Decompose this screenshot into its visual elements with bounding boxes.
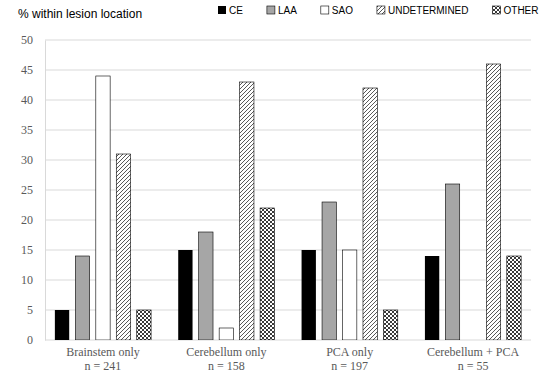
y-tick: 25: [21, 183, 45, 197]
bar: [343, 250, 357, 340]
y-tick-label: 25: [21, 183, 33, 197]
y-tick-label: 5: [27, 303, 33, 317]
y-tick-label: 35: [21, 123, 33, 137]
x-tick-label-line: n = 55: [458, 359, 489, 373]
y-tick: 50: [21, 33, 45, 47]
y-tick: 20: [21, 213, 45, 227]
x-axis: Brainstem onlyn = 241Cerebellum onlyn = …: [66, 345, 519, 373]
grid-line: [45, 100, 531, 101]
bar-series: [116, 64, 500, 340]
y-tick: 45: [21, 63, 45, 77]
bar: [486, 64, 500, 340]
grid-line: [45, 70, 531, 71]
bar-series: [137, 208, 521, 340]
legend-label: CE: [229, 5, 243, 16]
bar: [363, 88, 377, 340]
x-tick-label-line: Brainstem only: [66, 345, 140, 359]
legend-label: OTHER: [504, 5, 539, 16]
bar: [445, 184, 459, 340]
bar: [466, 340, 480, 341]
legend-swatch: [267, 6, 275, 14]
y-tick: 35: [21, 123, 45, 137]
legend-swatch: [218, 6, 226, 14]
bar: [137, 310, 151, 340]
bar: [240, 82, 254, 340]
bars: [55, 64, 521, 340]
y-tick-label: 0: [27, 333, 33, 347]
legend-item: LAA: [267, 5, 297, 16]
legend-swatch: [321, 6, 329, 14]
legend: CE LAA SAO UNDETERMINED OTHER: [218, 5, 539, 16]
grid: [45, 40, 531, 340]
bar-series: [96, 76, 357, 340]
bar: [507, 256, 521, 340]
bar-series: [75, 184, 459, 340]
legend-swatch: [493, 6, 501, 14]
x-tick-label: Cerebellum onlyn = 158: [186, 345, 266, 373]
legend-item: UNDETERMINED: [377, 5, 469, 16]
y-tick: 15: [21, 243, 45, 257]
x-tick-label: PCA onlyn = 197: [326, 345, 373, 373]
bar: [178, 250, 192, 340]
bar: [219, 328, 233, 340]
bar: [425, 256, 439, 340]
y-tick-label: 20: [21, 213, 33, 227]
x-tick-label-line: n = 197: [331, 359, 368, 373]
y-tick: 30: [21, 153, 45, 167]
x-tick-label-line: n = 158: [208, 359, 245, 373]
bar: [383, 310, 397, 340]
x-tick-label-line: n = 241: [85, 359, 122, 373]
y-tick: 5: [27, 303, 45, 317]
x-tick-label: Cerebellum + PCAn = 55: [427, 345, 519, 373]
y-axis: 0 5 10 15 20 25 30 35 40 45 50: [21, 33, 46, 347]
legend-item: OTHER: [493, 5, 539, 16]
legend-swatch: [377, 6, 385, 14]
grid-line: [45, 130, 531, 131]
y-tick-label: 30: [21, 153, 33, 167]
y-tick: 40: [21, 93, 45, 107]
bar: [75, 256, 89, 340]
legend-label: SAO: [332, 5, 353, 16]
bar: [199, 232, 213, 340]
bar: [302, 250, 316, 340]
grid-line: [45, 40, 531, 41]
bar: [322, 202, 336, 340]
bar: [55, 310, 69, 340]
y-tick-label: 45: [21, 63, 33, 77]
legend-item: CE: [218, 5, 243, 16]
y-tick-label: 50: [21, 33, 33, 47]
x-tick-label: Brainstem onlyn = 241: [66, 345, 140, 373]
plot: 0 5 10 15 20 25 30 35 40 45 50 Brainstem onlyn = 24…: [21, 33, 531, 373]
bar: [96, 76, 110, 340]
y-tick-label: 40: [21, 93, 33, 107]
legend-item: SAO: [321, 5, 353, 16]
x-tick-label-line: Cerebellum only: [186, 345, 266, 359]
chart: 0 5 10 15 20 25 30 35 40 45 50 Brainstem onlyn = 24…: [0, 0, 541, 378]
y-tick-label: 15: [21, 243, 33, 257]
y-tick: 10: [21, 273, 45, 287]
y-axis-title: % within lesion location: [18, 7, 142, 21]
x-tick-label-line: PCA only: [326, 345, 373, 359]
bar: [116, 154, 130, 340]
bar: [260, 208, 274, 340]
y-axis-line: [45, 41, 46, 341]
legend-label: LAA: [278, 5, 297, 16]
legend-label: UNDETERMINED: [388, 5, 469, 16]
x-tick-label-line: Cerebellum + PCA: [427, 345, 519, 359]
y-tick: 0: [27, 333, 45, 347]
y-tick-label: 10: [21, 273, 33, 287]
